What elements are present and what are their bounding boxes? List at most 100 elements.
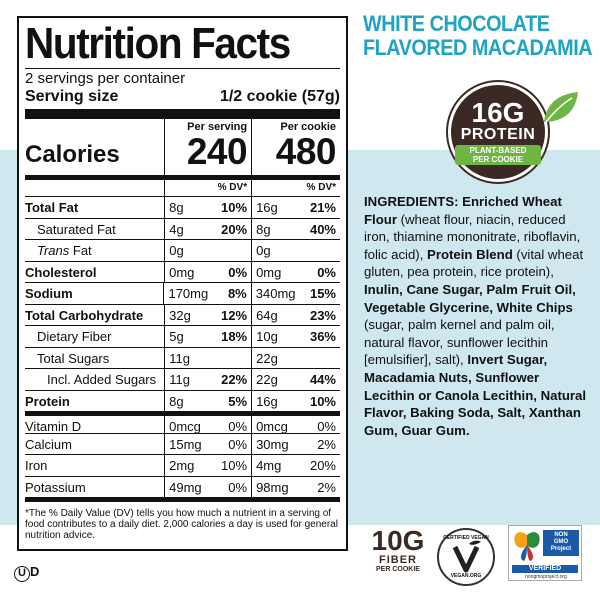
nutrient-name: Total Sugars <box>37 350 110 366</box>
fiber-label: FIBER <box>379 554 417 566</box>
nutrient-amount-cookie: 340mg <box>250 283 296 304</box>
nutrient-amount-serving: 15mg <box>164 433 207 454</box>
ingredient-bold: Invert Sugar, Macadamia Nuts, Sunflower … <box>364 352 587 438</box>
nutrient-amount-serving: 0g <box>164 240 207 261</box>
non-gmo-badge: NON GMO Project VERIFIED nongmoproject.o… <box>508 525 582 581</box>
ingredient-bold: INGREDIENTS: Enriched Wheat Flour <box>364 194 562 227</box>
nutrient-dv-serving: 22% <box>221 372 248 387</box>
nutrient-dv-serving <box>208 240 251 261</box>
nutrient-amount-cookie: 10g <box>251 326 294 347</box>
divider-thick <box>25 109 340 119</box>
nutrient-amount-cookie: 98mg <box>251 476 294 497</box>
nutrient-dv-cookie: 40% <box>309 221 336 237</box>
ingredient-bold: Inulin, Cane Sugar, Palm Fruit Oil, Vege… <box>364 281 576 315</box>
nutrient-dv-serving: 0% <box>228 479 248 495</box>
serving-size-label: Serving size <box>25 88 119 105</box>
nutrient-name: Dietary Fiber <box>37 329 112 344</box>
nutrient-dv-serving: 5% <box>228 393 248 409</box>
dv-header-row: % DV* % DV* <box>25 180 340 196</box>
nutrient-dv-cookie: 15% <box>309 286 336 301</box>
nutrient-dv-cookie: 0% <box>317 419 336 434</box>
fiber-per-cookie: PER COOKIE <box>376 566 420 573</box>
kosher-u-symbol: U <box>14 566 30 582</box>
non-gmo-line2: GMO <box>553 539 569 545</box>
nutrient-row: Total Fat 8g 10% 16g 21% <box>25 196 340 218</box>
ingredient-bold: Protein Blend <box>427 246 513 262</box>
vegan-v-icon <box>452 540 481 573</box>
vegan-top-text: CERTIFIED VEGAN <box>443 535 489 541</box>
protein-badge: 16G PROTEIN PLANT-BASED PER COOKIE <box>448 82 548 182</box>
nutrient-amount-serving: 11g <box>164 347 207 368</box>
nutrient-amount-cookie: 22g <box>251 369 294 390</box>
nutrient-name-suffix: Fat <box>69 243 92 258</box>
nutrient-amount-cookie: 8g <box>251 218 294 239</box>
fiber-badge: 10G FIBER PER COOKIE <box>367 525 429 574</box>
nutrient-dv-serving: 0% <box>228 436 248 452</box>
serving-size-value: 1/2 cookie (57g) <box>219 88 340 105</box>
nutrient-name: Calcium <box>25 436 72 452</box>
nutrient-amount-serving: 2mg <box>164 455 207 476</box>
nutrient-amount-cookie: 22g <box>251 347 294 368</box>
nutrient-amount-cookie: 0g <box>251 240 294 261</box>
nutrient-amount-serving: 49mg <box>164 476 207 497</box>
nutrient-row: Cholesterol 0mg 0% 0mg 0% <box>25 260 340 282</box>
non-gmo-text: NON GMO Project <box>543 530 579 556</box>
nutrient-dv-serving: 10% <box>221 200 248 215</box>
non-gmo-url: nongmoproject.org <box>525 574 567 580</box>
nutrient-amount-serving: 8g <box>164 390 207 411</box>
nutrient-row: Calcium 15mg 0% 30mg 2% <box>25 432 340 454</box>
nutrient-amount-serving: 11g <box>164 369 207 390</box>
nutrient-amount-serving: 4g <box>164 218 207 239</box>
nutrient-amount-cookie: 30mg <box>251 433 294 454</box>
nutrition-facts-title: Nutrition Facts <box>25 19 291 68</box>
ingredient-detail: (vital wheat gluten, pea protein, rice p… <box>364 246 584 280</box>
nutrient-dv-cookie <box>295 348 340 369</box>
calories-per-cookie: 480 <box>275 131 337 172</box>
nutrient-dv-serving <box>208 348 251 369</box>
fiber-amount: 10G <box>371 525 425 556</box>
nutrient-name: Total Carbohydrate <box>25 307 144 323</box>
plant-based-ribbon: PLANT-BASED PER COOKIE <box>455 145 541 165</box>
nutrient-name: Saturated Fat <box>37 221 116 237</box>
protein-label: PROTEIN <box>460 126 536 143</box>
nutrient-amount-cookie: 16g <box>251 197 294 218</box>
nutrient-name: Vitamin D <box>25 419 82 434</box>
non-gmo-line3: Project <box>550 546 572 552</box>
nutrient-name: Iron <box>25 458 48 473</box>
calories-row: Calories Per serving 240 Per cookie 480 <box>25 119 340 175</box>
nutrient-amount-serving: 0mcg <box>164 416 207 434</box>
nutrient-name: Incl. Added Sugars <box>47 372 157 387</box>
nutrient-row: Total Sugars 11g 22g <box>25 346 340 369</box>
divider-bottom <box>25 497 340 502</box>
nutrient-row: Potassium 49mg 0% 98mg 2% <box>25 475 340 497</box>
nutrient-amount-serving: 170mg <box>163 283 208 304</box>
protein-amount: 16G <box>471 97 525 128</box>
nutrient-amount-serving: 0mg <box>164 261 207 282</box>
nutrient-row: Sodium 170mg 8% 340mg 15% <box>25 282 340 304</box>
nutrient-dv-cookie: 10% <box>309 393 336 409</box>
nutrient-amount-cookie: 4mg <box>251 455 294 476</box>
nutrient-amount-serving: 32g <box>164 304 207 325</box>
nutrient-dv-serving: 0% <box>228 419 248 434</box>
nutrient-name: Trans Fat <box>25 240 164 261</box>
nutrient-amount-serving: 5g <box>164 326 207 347</box>
nutrient-dv-serving: 12% <box>221 307 248 323</box>
nutrient-row: Vitamin D 0mcg 0% 0mcg 0% <box>25 411 340 434</box>
nutrient-name: Total Fat <box>25 200 79 215</box>
nutrient-amount-serving: 8g <box>164 197 207 218</box>
nutrient-amount-cookie: 0mg <box>251 261 294 282</box>
footnote: *The % Daily Value (DV) tells you how mu… <box>25 508 338 541</box>
nutrient-dv-cookie <box>295 240 340 261</box>
divider <box>25 68 340 69</box>
serving-size-row: Serving size 1/2 cookie (57g) <box>25 87 340 109</box>
per-serving-label: Per serving <box>187 121 248 133</box>
non-gmo-verified: VERIFIED <box>512 565 578 573</box>
product-title: WHITE CHOCOLATE FLAVORED MACADAMIA <box>363 12 593 60</box>
nutrient-row: Saturated Fat 4g 20% 8g 40% <box>25 217 340 239</box>
ingredient-detail: (wheat flour, niacin, reduced iron, thia… <box>364 211 581 262</box>
divider-mid <box>25 175 340 180</box>
per-cookie-text: PER COOKIE <box>472 155 524 164</box>
nutrient-name: Protein <box>25 393 70 409</box>
certified-vegan-badge: CERTIFIED VEGAN VEGAN.ORG <box>437 528 495 586</box>
